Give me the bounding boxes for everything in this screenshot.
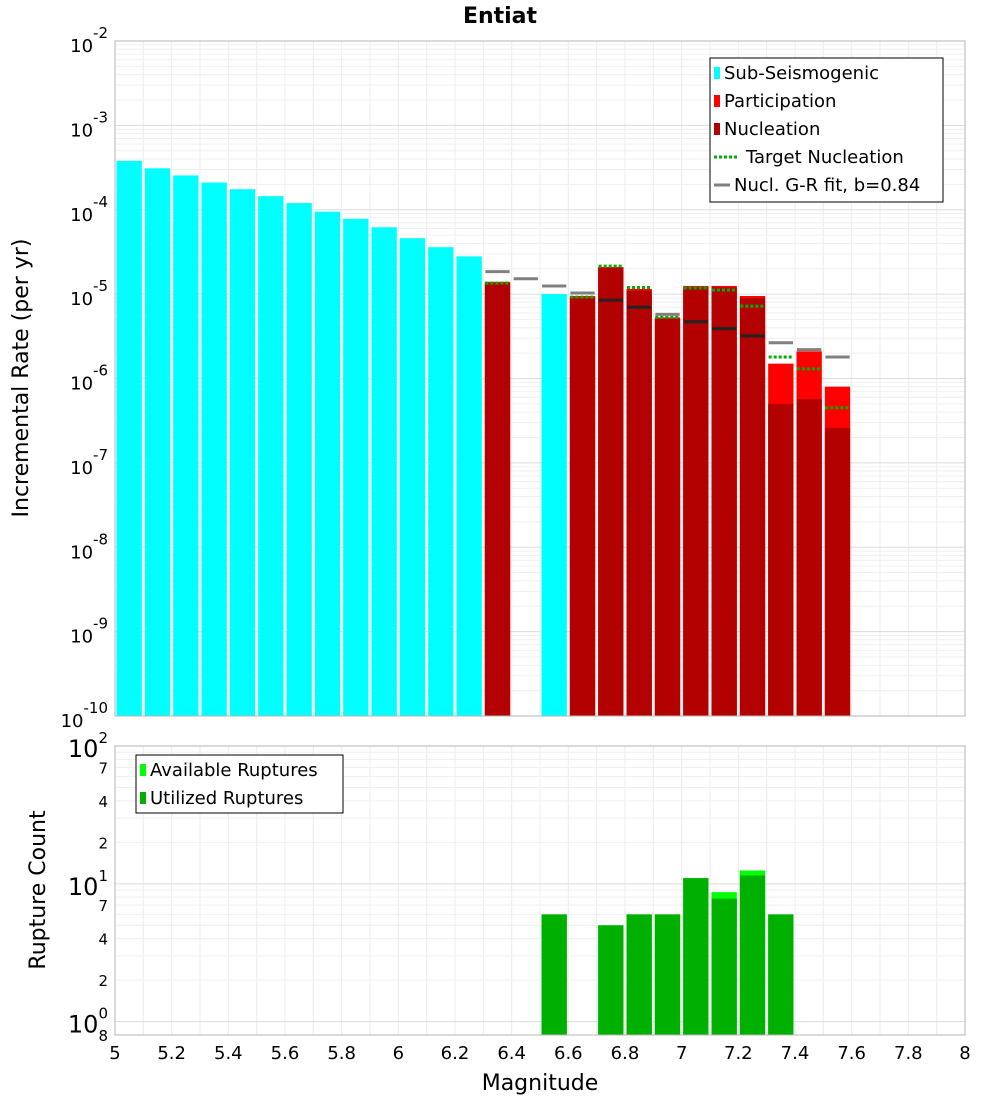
y-tick-label: 10-10 — [61, 699, 108, 732]
bar-utilized-ruptures — [683, 878, 709, 1035]
bar-utilized-ruptures — [654, 914, 681, 1035]
x-tick-label: 5.4 — [214, 1043, 243, 1064]
legend-swatch — [714, 95, 720, 107]
bar-sub-seismogenic — [229, 189, 256, 717]
legend-swatch — [714, 123, 720, 135]
x-tick-label: 5.2 — [157, 1043, 186, 1064]
y-tick-label: 2 — [98, 834, 108, 852]
x-axis: 5 5.2 5.4 5.6 5.8 6 6.2 6.4 6.6 6.8 7 7.2 7.4 7.6 7.8 8 — [109, 1043, 970, 1064]
y-tick-label: 10-8 — [70, 530, 108, 563]
bar-sub-seismogenic — [343, 218, 369, 716]
bottom-y-axis-label: Rupture Count — [26, 810, 51, 970]
bar-sub-seismogenic — [286, 203, 312, 716]
bar-utilized-ruptures — [541, 914, 567, 1035]
y-tick-label: 10-6 — [70, 362, 108, 395]
bar-sub-seismogenic — [173, 175, 199, 716]
x-tick-label: 6.4 — [497, 1043, 526, 1064]
bar-sub-seismogenic — [371, 227, 397, 716]
bottom-legend: Available Ruptures Utilized Ruptures — [135, 754, 344, 814]
top-y-axis-label: Incremental Rate (per yr) — [9, 239, 34, 518]
y-tick-label: 102 — [68, 729, 108, 763]
x-tick-label: 7.6 — [837, 1043, 866, 1064]
bar-nucleation — [598, 267, 624, 716]
y-tick-label: 10-5 — [70, 277, 108, 310]
y-tick-label: 4 — [98, 793, 108, 811]
bar-nucleation — [683, 287, 709, 716]
bar-nucleation — [739, 297, 766, 716]
bar-sub-seismogenic — [541, 294, 567, 716]
bar-utilized-ruptures — [626, 914, 652, 1035]
bar-sub-seismogenic — [399, 238, 426, 716]
chart-title: Entiat — [463, 4, 538, 29]
top-plot-frame — [114, 40, 966, 717]
legend-swatch — [714, 67, 720, 79]
bar-sub-seismogenic — [428, 247, 454, 716]
bar-nucleation — [768, 403, 794, 716]
x-tick-label: 6 — [393, 1043, 404, 1064]
bar-sub-seismogenic — [116, 160, 142, 717]
x-tick-label: 6.8 — [611, 1043, 640, 1064]
y-tick-label: 10-9 — [70, 615, 108, 648]
legend-box — [709, 57, 944, 203]
x-tick-label: 8 — [959, 1043, 970, 1064]
top-plot-bars — [116, 160, 851, 717]
x-tick-label: 5.6 — [271, 1043, 300, 1064]
y-tick-label: 100 — [68, 1005, 108, 1039]
bar-sub-seismogenic — [314, 211, 341, 716]
legend-swatch — [140, 792, 146, 804]
bar-utilized-ruptures — [768, 914, 794, 1035]
bottom-plot-frame — [114, 745, 966, 1036]
y-tick-label: 10-3 — [70, 108, 108, 141]
x-tick-label: 5 — [109, 1043, 120, 1064]
legend-box — [135, 754, 344, 814]
top-legend: Sub-Seismogenic Participation Nucleation Ta… — [709, 57, 944, 203]
bar-nucleation — [824, 427, 851, 716]
x-axis-label: Magnitude — [482, 1071, 599, 1096]
x-tick-label: 7 — [676, 1043, 687, 1064]
legend-label: Available Ruptures — [150, 760, 318, 781]
legend-label: Target Nucleation — [745, 147, 904, 168]
y-tick-label: 4 — [98, 931, 108, 949]
bar-nucleation — [796, 399, 822, 716]
bar-nucleation — [569, 297, 596, 716]
x-tick-label: 6.6 — [554, 1043, 583, 1064]
x-tick-label: 5.8 — [327, 1043, 356, 1064]
bar-nucleation — [711, 287, 737, 716]
legend-label: Sub-Seismogenic — [724, 63, 879, 84]
bar-nucleation — [654, 318, 681, 716]
legend-label: Nucleation — [724, 119, 820, 140]
bottom-plot-bars — [541, 870, 794, 1035]
bar-utilized-ruptures — [739, 875, 766, 1035]
bar-sub-seismogenic — [456, 256, 482, 716]
y-tick-label: 2 — [98, 972, 108, 990]
bar-nucleation — [626, 290, 652, 716]
bar-sub-seismogenic — [258, 196, 284, 716]
legend-label: Participation — [724, 91, 836, 112]
bar-utilized-ruptures — [711, 898, 737, 1035]
x-tick-label: 7.2 — [724, 1043, 753, 1064]
y-tick-label: 101 — [68, 867, 108, 901]
legend-swatch — [140, 764, 146, 776]
x-tick-label: 7.4 — [781, 1043, 810, 1064]
top-plot-lines — [485, 264, 850, 410]
bar-sub-seismogenic — [144, 168, 171, 716]
bar-sub-seismogenic — [201, 182, 227, 716]
y-tick-label: 7 — [98, 759, 108, 777]
x-tick-label: 6.2 — [441, 1043, 470, 1064]
y-tick-label: 7 — [98, 897, 108, 915]
y-tick-label: 10-7 — [70, 446, 108, 479]
x-tick-label: 7.8 — [894, 1043, 923, 1064]
legend-label: Nucl. G-R fit, b=0.84 — [734, 175, 920, 196]
bar-nucleation — [484, 283, 511, 716]
y-tick-label: 10-2 — [70, 24, 108, 57]
y-tick-label: 8 — [98, 1027, 108, 1045]
legend-label: Utilized Ruptures — [150, 788, 303, 809]
bar-utilized-ruptures — [598, 925, 624, 1035]
y-tick-label: 10-4 — [70, 193, 108, 226]
top-y-axis: 10-2 10-3 10-4 10-5 10-6 10-7 10-8 10-9 10-10 — [61, 24, 108, 732]
